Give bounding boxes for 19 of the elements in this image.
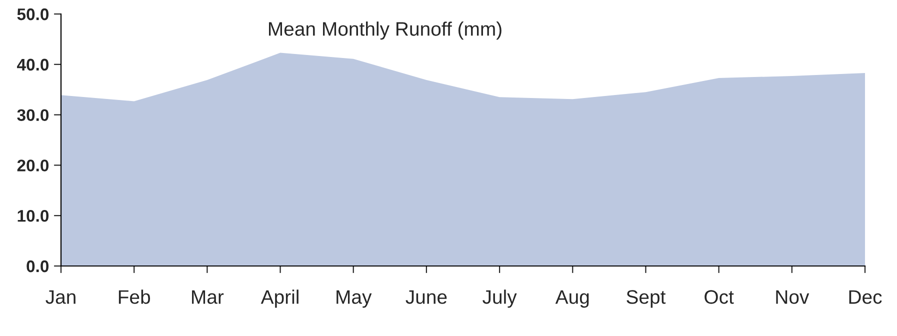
x-tick-label: Oct	[704, 290, 734, 304]
y-tick-label: 20.0	[17, 160, 49, 172]
x-tick-label: Aug	[555, 290, 589, 308]
y-tick-label: 50.0	[17, 8, 49, 20]
y-tick-label: 30.0	[17, 109, 49, 122]
x-tick-label: May	[336, 290, 372, 308]
x-tick-label: Jan	[46, 290, 76, 304]
x-tick-label: Feb	[118, 290, 150, 304]
y-tick-label: 10.0	[18, 210, 49, 222]
x-tick-label: April	[260, 290, 298, 308]
x-tick-label: Mar	[192, 290, 224, 304]
x-tick-label: Dec	[849, 290, 882, 304]
x-tick-label: Sept	[626, 290, 666, 308]
x-tick-label: July	[482, 290, 517, 308]
y-tick-label: 0.0	[26, 260, 49, 272]
x-tick-label: June	[406, 290, 447, 304]
y-tick-label: 40.0	[17, 58, 49, 71]
chart-title: Mean Monthly Runoff (mm)	[268, 22, 502, 40]
x-tick-label: Nov	[776, 290, 810, 304]
